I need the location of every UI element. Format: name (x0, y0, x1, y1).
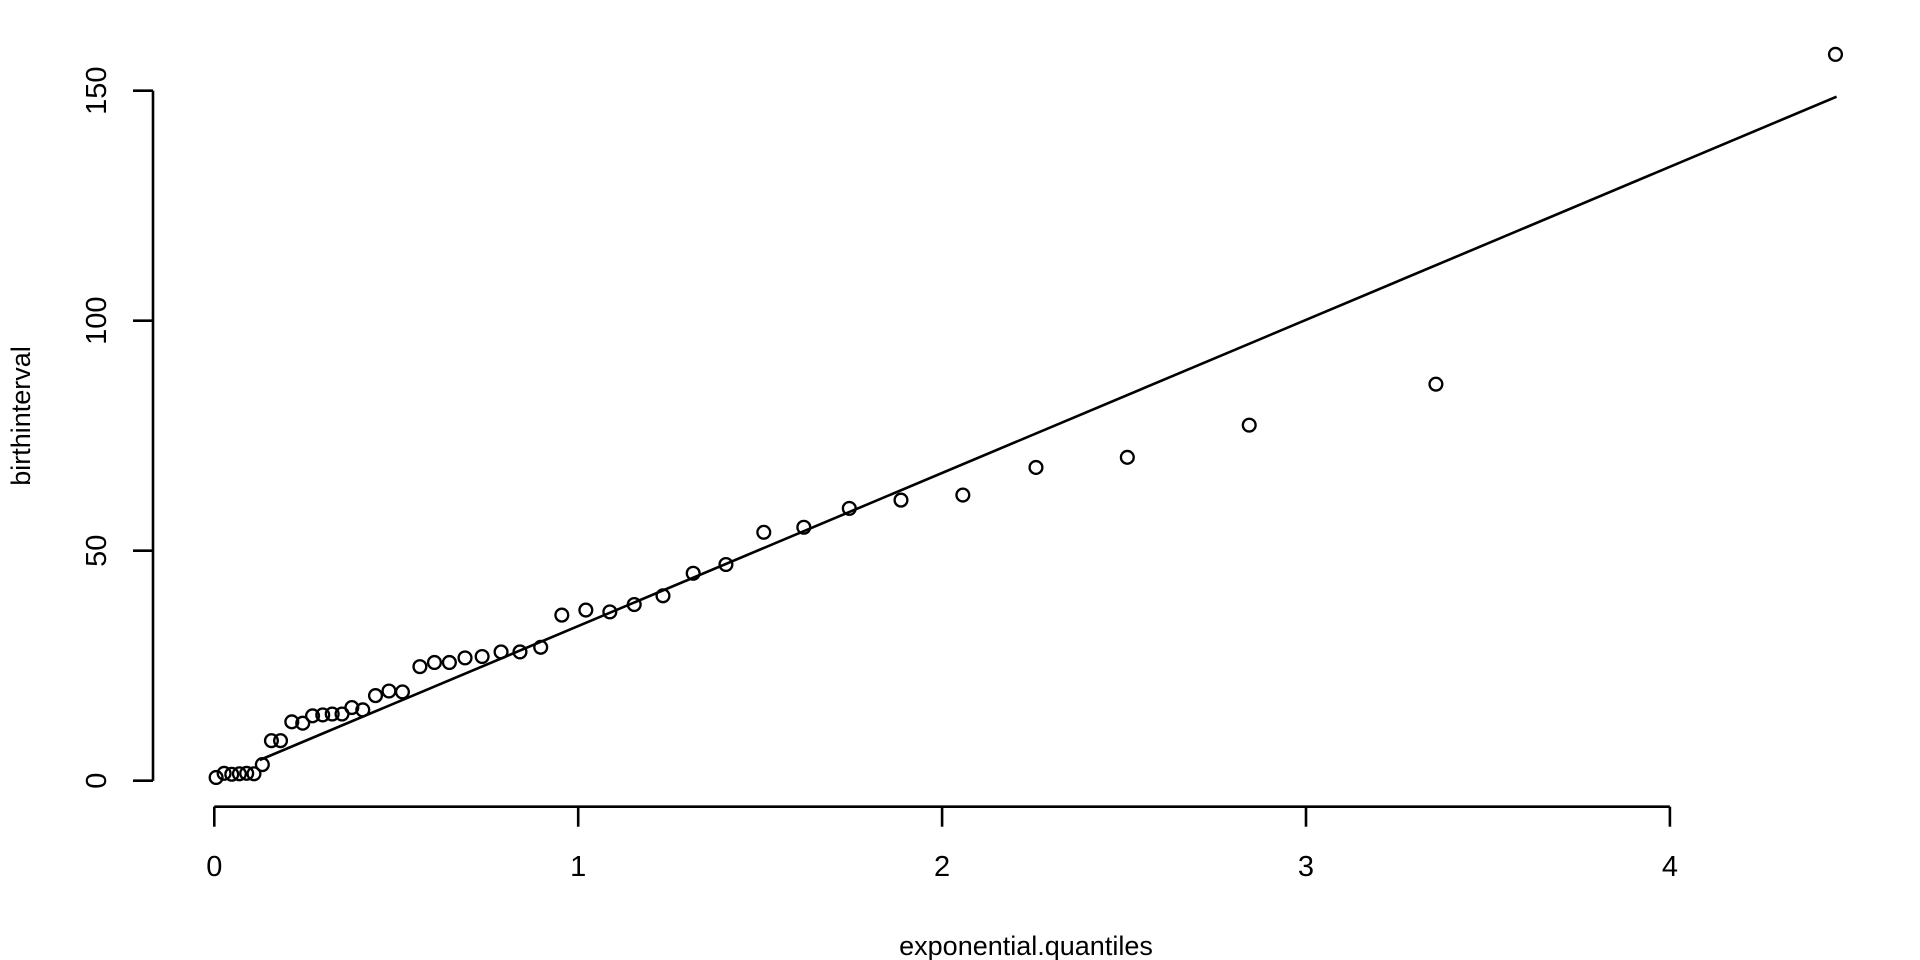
data-point (655, 588, 671, 604)
x-tick-label: 0 (206, 851, 222, 883)
data-point (254, 757, 270, 773)
data-point (412, 659, 428, 675)
fit-line (259, 95, 1838, 762)
data-point (554, 607, 570, 623)
data-point (394, 684, 410, 700)
data-point (512, 644, 528, 660)
data-point (1119, 449, 1135, 465)
y-tick-label: 50 (81, 535, 113, 567)
data-point (246, 766, 262, 782)
data-point (533, 639, 549, 655)
data-point (284, 714, 300, 730)
data-point (344, 700, 360, 716)
data-point (1827, 46, 1844, 62)
data-point (367, 688, 384, 704)
data-point (231, 766, 247, 782)
data-point (216, 765, 232, 781)
data-point (208, 769, 224, 786)
data-point (718, 556, 734, 573)
x-tick-label: 4 (1662, 851, 1678, 883)
data-point (305, 708, 321, 724)
data-point (315, 707, 331, 723)
data-point (457, 650, 473, 666)
data-point (796, 519, 812, 535)
data-point (578, 602, 594, 618)
y-tick-label: 0 (81, 773, 113, 789)
data-point (441, 654, 457, 671)
data-point (272, 733, 289, 749)
data-point (1028, 459, 1044, 475)
data-point (426, 654, 443, 671)
y-axis-title: birthinterval (6, 346, 36, 486)
data-point (893, 492, 909, 508)
data-point (324, 706, 340, 722)
data-point (493, 644, 509, 660)
data-point (626, 596, 642, 613)
data-point (295, 715, 311, 731)
y-tick-label: 100 (81, 297, 113, 345)
data-point (263, 733, 279, 749)
x-tick-label: 1 (570, 851, 586, 883)
data-point (756, 524, 772, 540)
data-point (1428, 376, 1444, 392)
data-point (685, 565, 701, 581)
x-tick-label: 3 (1298, 851, 1314, 883)
data-point (355, 702, 371, 718)
data-point (602, 604, 618, 620)
x-tick-label: 2 (934, 851, 950, 883)
data-point (955, 487, 971, 503)
axes-layer: 0 1 2 3 4 0 50 100 150 (81, 67, 1678, 883)
data-points-layer (208, 46, 1844, 786)
data-point (239, 765, 255, 781)
y-tick-label: 150 (81, 67, 113, 115)
data-point (841, 500, 857, 516)
data-point (474, 648, 490, 665)
data-point (224, 766, 240, 782)
data-point (1241, 417, 1257, 433)
data-point (381, 683, 397, 699)
x-axis-title: exponential.quantiles (899, 931, 1153, 960)
